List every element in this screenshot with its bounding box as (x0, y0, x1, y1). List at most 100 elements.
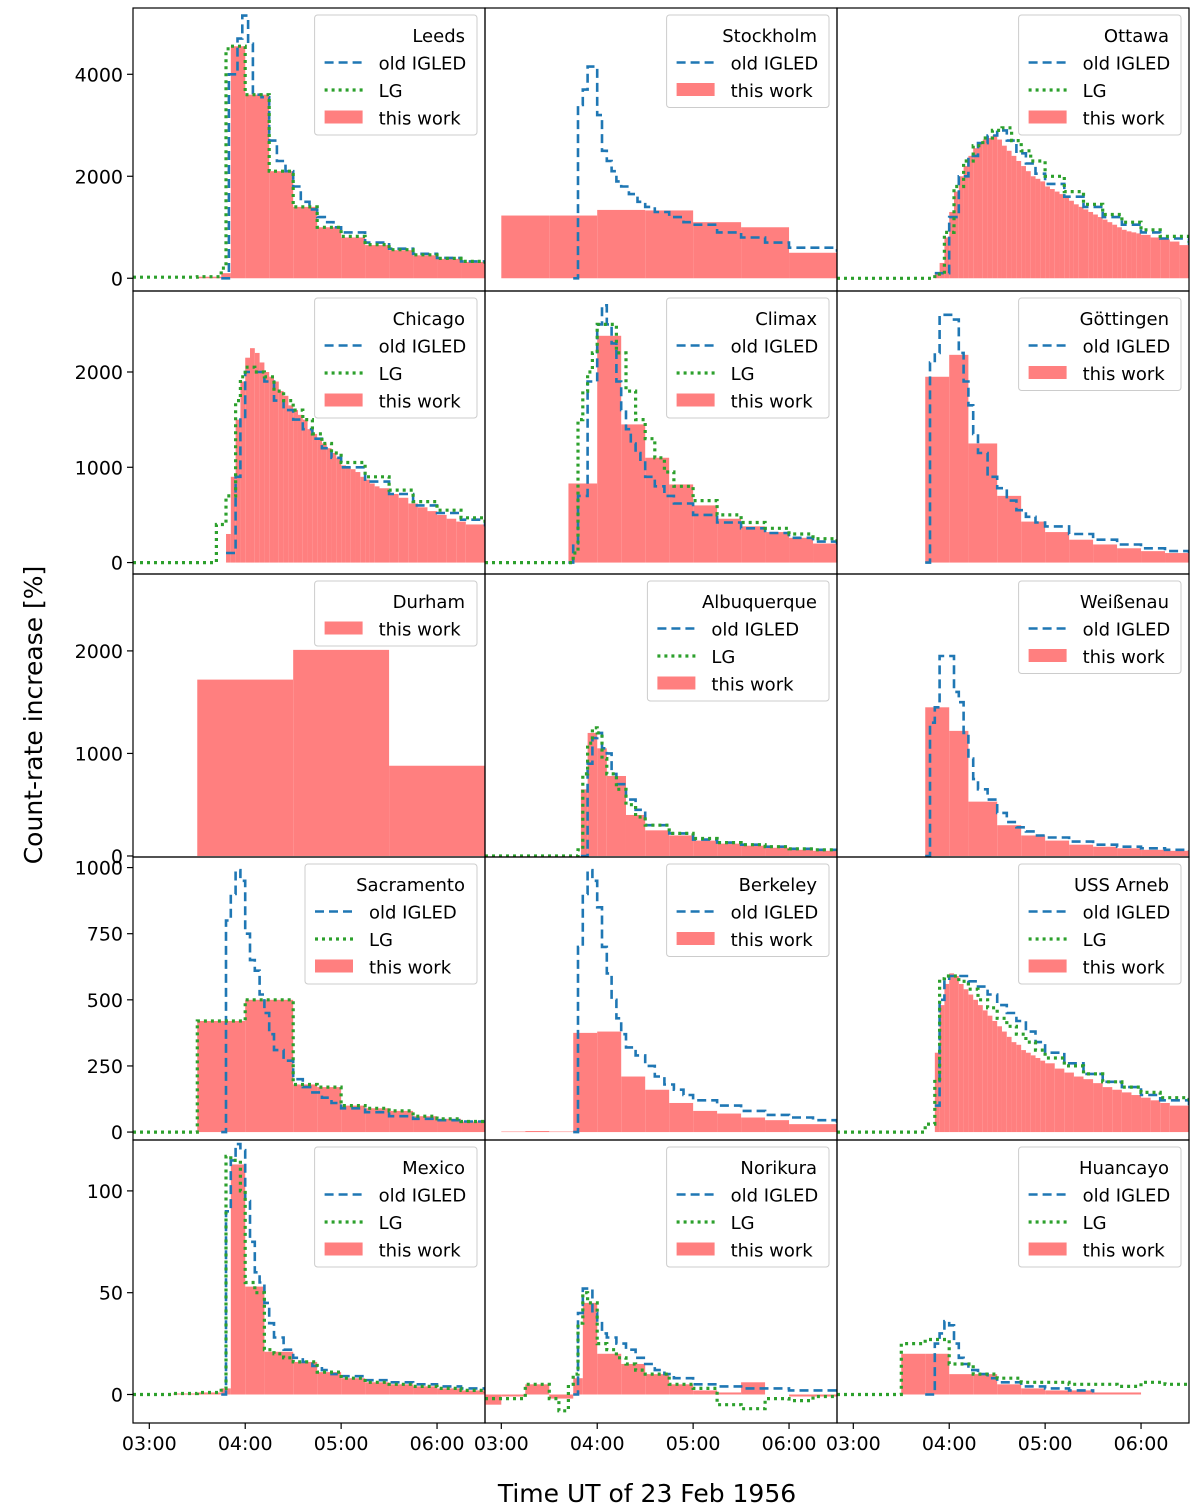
this-work-bar (997, 1384, 1022, 1395)
legend-swatch-this-work (324, 621, 363, 635)
this-work-bar (245, 1286, 265, 1395)
this-work-bar (437, 1388, 462, 1395)
panel-title: Stockholm (722, 26, 817, 47)
this-work-bar (1073, 1076, 1084, 1133)
this-work-bar (230, 1164, 246, 1395)
legend-label: old IGLED (1083, 620, 1171, 641)
plot-area (837, 126, 1189, 280)
this-work-bar (365, 1382, 390, 1395)
this-work-bar (264, 371, 270, 563)
x-tick-label: 04:00 (570, 1433, 625, 1455)
this-work-bar (1160, 1102, 1170, 1133)
panel-frame (836, 1139, 1190, 1424)
lg-line (485, 726, 837, 857)
this-work-bar (379, 488, 390, 563)
this-work-bar (245, 94, 270, 279)
legend-box (646, 580, 830, 702)
old-igled-line (221, 1142, 485, 1396)
this-work-bar (413, 1386, 438, 1395)
this-work-bar (997, 1026, 1002, 1133)
legend-label: this work (711, 675, 794, 696)
this-work-bar (944, 237, 950, 279)
this-work-bar (525, 1384, 550, 1395)
this-work-bar (293, 410, 298, 563)
legend-label: this work (1083, 109, 1166, 130)
this-work-bar (240, 381, 246, 563)
this-work-bar (389, 250, 414, 279)
legend-label: old IGLED (731, 54, 819, 75)
this-work-bar (813, 850, 837, 856)
this-work-bar (741, 526, 766, 563)
legend-box (1018, 14, 1182, 136)
this-work-bar (1021, 166, 1026, 279)
this-work-bar (693, 1390, 718, 1395)
this-work-bar (625, 814, 646, 856)
this-work-bar (321, 443, 327, 563)
this-work-bar (789, 1394, 837, 1397)
this-work-bar (1069, 844, 1094, 856)
this-work-bar (259, 362, 265, 563)
this-work-bar (1040, 181, 1046, 279)
legend-label: old IGLED (1083, 903, 1171, 924)
plot-area (925, 654, 1189, 857)
this-work-bar (1069, 200, 1074, 279)
this-work-bar (944, 983, 950, 1133)
legend-swatch-this-work (1028, 959, 1067, 973)
this-work-bar (645, 1089, 670, 1133)
this-work-bar (374, 486, 380, 563)
this-work-bar (273, 381, 279, 563)
legend-box (666, 1146, 830, 1268)
this-work-bar (717, 518, 742, 563)
this-work-bar (525, 1131, 550, 1133)
legend-label: this work (1083, 647, 1166, 668)
legend-label: old IGLED (1083, 54, 1171, 75)
legend-swatch-this-work (676, 1242, 715, 1256)
this-work-bar (1045, 840, 1070, 856)
legend-swatch-this-work (324, 1242, 363, 1256)
legend-label: LG (369, 930, 393, 951)
this-work-bar (645, 1374, 670, 1395)
this-work-bar (949, 730, 969, 856)
x-tick-label: 06:00 (1114, 1433, 1169, 1455)
this-work-bar (741, 845, 766, 856)
this-work-bar (1054, 191, 1060, 279)
x-tick-label: 03:00 (826, 1433, 881, 1455)
this-work-bar (341, 465, 346, 563)
this-work-bar (1093, 846, 1118, 856)
this-work-bar (501, 215, 550, 279)
legend-label: LG (379, 364, 403, 385)
this-work-bar (269, 171, 294, 279)
this-work-bar (597, 748, 607, 856)
plot-area (837, 1319, 1189, 1397)
panel-ottawa: Ottawa old IGLED LG this work (836, 7, 1190, 292)
plot-area (133, 348, 485, 565)
panel-chicago: 0 1000 2000 Chicago old IGLED LG this work (75, 290, 486, 575)
this-work-bar (954, 976, 959, 1133)
this-work-bar (235, 419, 241, 563)
this-work-bar (741, 227, 790, 279)
plot-area (133, 868, 485, 1134)
this-work-bar (1131, 232, 1137, 279)
this-work-bar (341, 1378, 366, 1395)
this-work-bar (1030, 176, 1036, 279)
this-work-bar (693, 505, 718, 563)
legend-label: LG (1083, 1213, 1107, 1234)
lg-line (133, 998, 485, 1134)
legend-swatch-this-work (1028, 1242, 1067, 1256)
this-work-bar (1160, 239, 1170, 279)
legend-label: old IGLED (379, 1186, 467, 1207)
old-igled-line (221, 14, 485, 280)
this-work-bar (1035, 178, 1041, 279)
legend-label: LG (731, 364, 755, 385)
this-work-bar (1150, 1100, 1161, 1133)
this-work-bar (283, 395, 289, 563)
this-work-bar (1165, 850, 1189, 856)
panel-wei-enau: Weißenau old IGLED this work (836, 573, 1190, 858)
this-work-bar (317, 1087, 342, 1133)
this-work-bar (997, 139, 1002, 279)
legend-box (666, 297, 830, 419)
this-work-bar (437, 1118, 462, 1133)
this-work-bar (597, 1031, 622, 1133)
legend-label: this work (379, 392, 462, 413)
this-work-bar (958, 176, 964, 279)
